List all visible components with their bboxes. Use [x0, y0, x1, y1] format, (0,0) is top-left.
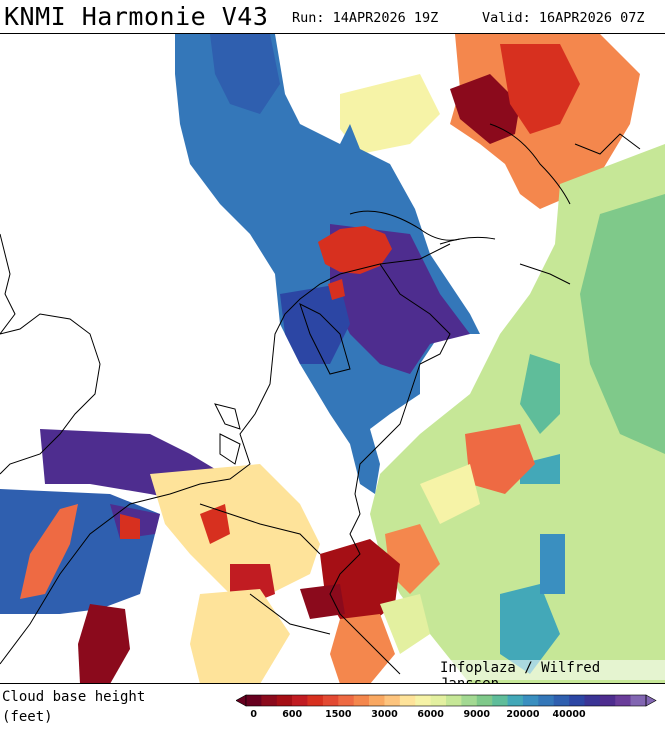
- scale-swatch: [599, 695, 616, 706]
- scale-arrow-left: [236, 694, 247, 707]
- scale-tick-label: 6000: [417, 709, 444, 720]
- scale-swatch: [507, 695, 524, 706]
- scale-swatch: [415, 695, 431, 706]
- scale-swatch: [322, 695, 339, 706]
- cloud-area-darkred-southwest: [78, 604, 130, 684]
- scale-swatch: [353, 695, 370, 706]
- scale-tick-label: 1500: [325, 709, 352, 720]
- scale-swatch: [476, 695, 493, 706]
- legend-area: Cloud base height (feet) 0 600 1500 3000 600…: [0, 683, 665, 736]
- scale-swatch: [630, 695, 647, 706]
- map-canvas: [0, 34, 665, 684]
- scale-arrow-right: [645, 694, 657, 707]
- scale-tick-label: 3000: [371, 709, 398, 720]
- map-credit: Infoplaza / Wilfred Janssen: [440, 660, 601, 684]
- scale-swatch: [292, 695, 308, 706]
- scale-swatch: [569, 695, 585, 706]
- color-scale-bar: 0 600 1500 3000 6000 9000 20000 40000: [236, 694, 657, 720]
- scale-tick-label: 20000: [506, 709, 539, 720]
- scale-swatch: [430, 695, 447, 706]
- scale-swatch: [446, 695, 462, 706]
- scale-swatch: [261, 695, 278, 706]
- cloud-area-red-north-nl: [318, 226, 392, 274]
- valid-time: Valid: 16APR2026 07Z: [482, 10, 645, 26]
- forecast-map: Infoplaza / Wilfred Janssen: [0, 33, 665, 684]
- scale-swatch: [615, 695, 631, 706]
- scale-swatch: [461, 695, 478, 706]
- scale-tick-label: 40000: [553, 709, 586, 720]
- scale-swatch: [492, 695, 508, 706]
- scale-swatch: [553, 695, 570, 706]
- scale-border: [245, 694, 647, 707]
- scale-tick-label: 0: [250, 709, 257, 720]
- legend-title-line1: Cloud base height: [2, 689, 146, 705]
- scale-tick-label: 600: [282, 709, 302, 720]
- scale-swatch: [276, 695, 293, 706]
- scale-swatch: [399, 695, 416, 706]
- scale-swatch: [369, 695, 385, 706]
- cloud-area-northeast-core: [450, 74, 520, 144]
- scale-swatch: [246, 695, 262, 706]
- scale-tick-label: 9000: [464, 709, 491, 720]
- scale-swatch: [307, 695, 324, 706]
- run-time: Run: 14APR2026 19Z: [292, 10, 439, 26]
- legend-title: Cloud base height (feet): [2, 687, 145, 727]
- scale-swatch: [384, 695, 401, 706]
- legend-title-line2: (feet): [2, 709, 53, 725]
- scale-swatch: [522, 695, 539, 706]
- model-title: KNMI Harmonie V43: [4, 2, 269, 31]
- header: KNMI Harmonie V43 Run: 14APR2026 19Z Val…: [0, 0, 665, 33]
- scale-swatch: [584, 695, 601, 706]
- scale-swatch: [338, 695, 354, 706]
- scale-swatch: [538, 695, 554, 706]
